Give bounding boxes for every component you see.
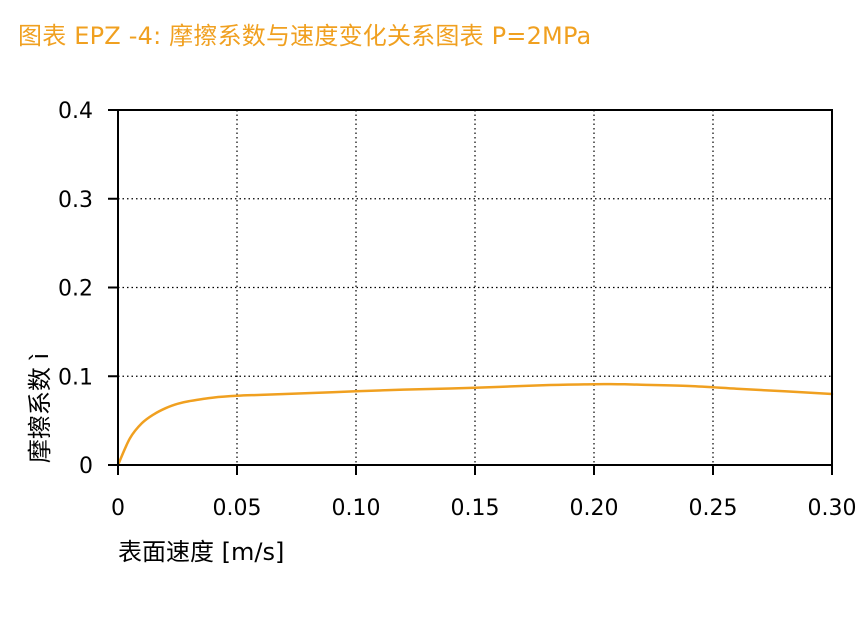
- grid-lines: [118, 110, 832, 465]
- y-tick-label: 0.4: [58, 99, 93, 124]
- series-line: [116, 382, 834, 467]
- y-tick-label: 0.1: [58, 365, 93, 390]
- x-tick-label: 0.25: [689, 496, 738, 521]
- y-axis-title: 摩擦系数 ì: [26, 353, 54, 463]
- x-axis-title: 表面速度 [m/s]: [118, 538, 284, 566]
- x-tick-label: 0.30: [808, 496, 857, 521]
- tick-labels: 0 0.05 0.10 0.15 0.20 0.25 0.30 0 0.1 0.2 0.3 0.4: [58, 99, 856, 521]
- x-tick-label: 0.05: [213, 496, 262, 521]
- y-tick-label: 0.2: [58, 277, 93, 302]
- y-tick-label: 0.3: [58, 188, 93, 213]
- x-tick-label: 0.20: [570, 496, 619, 521]
- x-tick-label: 0.15: [451, 496, 500, 521]
- series-layer: [116, 382, 834, 467]
- x-tick-label: 0: [111, 496, 125, 521]
- y-tick-label: 0: [79, 454, 93, 479]
- tick-marks: [108, 109, 833, 475]
- x-tick-label: 0.10: [332, 496, 381, 521]
- chart-title: 图表 EPZ -4: 摩擦系数与速度变化关系图表 P=2MPa: [18, 22, 592, 50]
